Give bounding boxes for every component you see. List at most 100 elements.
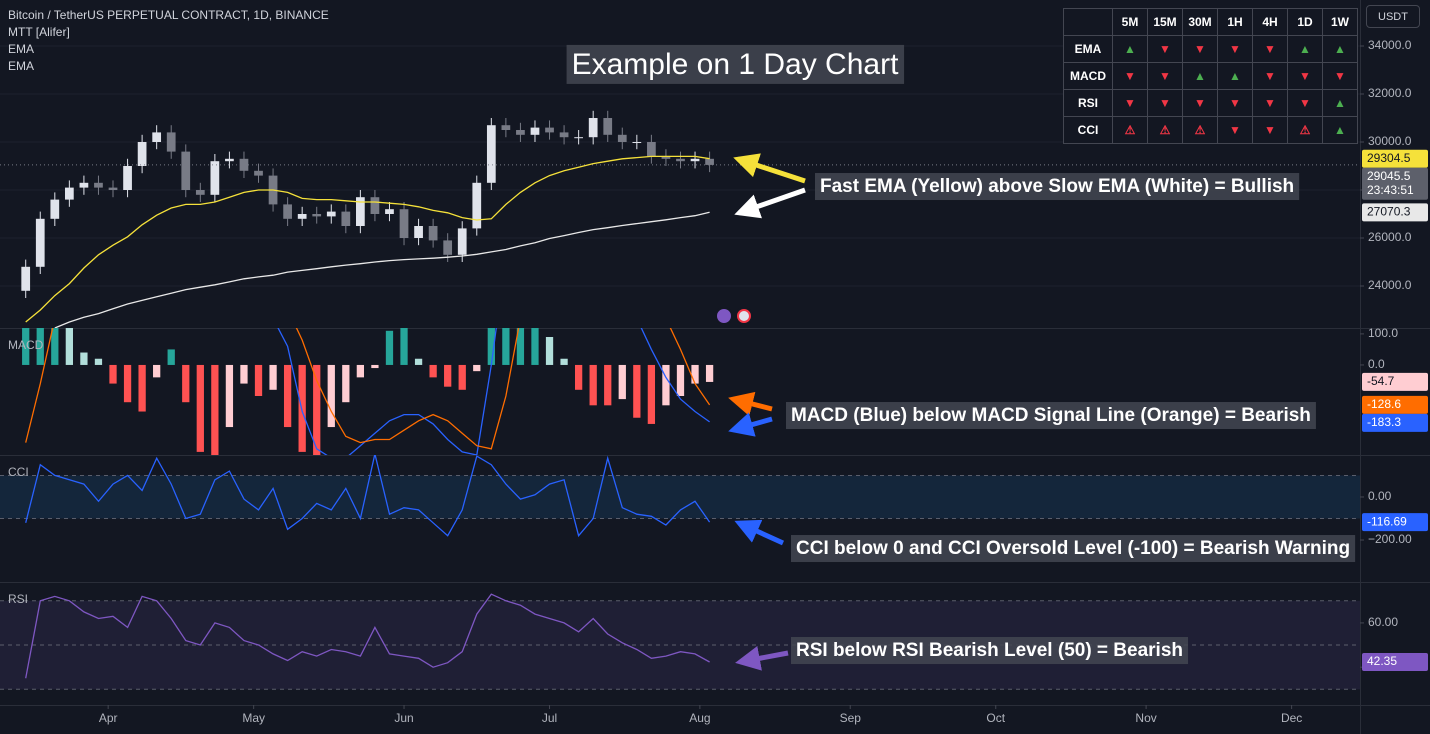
signal-cell: ▼ [1182, 89, 1218, 117]
signal-cell: ▲ [1112, 35, 1148, 63]
candle-body [457, 228, 467, 255]
x-tick-label: Oct [986, 711, 1005, 725]
price-badge [1362, 513, 1428, 532]
candle-body [225, 158, 234, 162]
panel [0, 45, 1360, 328]
y-tick-label: 24000.0 [1368, 278, 1412, 292]
candle-body [399, 209, 409, 239]
histogram-bar [691, 364, 699, 384]
candle-body [661, 156, 671, 159]
y-tick-label: 30000.0 [1368, 134, 1412, 148]
candle-body [414, 226, 423, 239]
x-tick-label: Dec [1281, 711, 1302, 725]
histogram-bar [80, 352, 88, 365]
price-badge [1362, 413, 1428, 432]
candle-body [79, 182, 89, 188]
histogram-bar [327, 364, 335, 428]
price-badge [1362, 203, 1428, 222]
price-badge-label: -54.7 [1367, 374, 1395, 388]
histogram-bar [153, 364, 161, 378]
candle-body [705, 158, 714, 165]
signal-table: 5M 15M 30M 1H 4H 1D 1W EMA ▲ ▼ ▼ ▼ ▼ ▲ ▲ MACD ▼ ▼ ▲ ▲ ▼ ▼ ▼ RSI… [1063, 8, 1358, 144]
annotation-box [791, 637, 1189, 665]
signal-cell: ▼ [1252, 116, 1288, 144]
histogram-bar [22, 328, 30, 365]
histogram-bar [400, 328, 408, 365]
series-line [54, 211, 710, 328]
histogram-bar [138, 364, 146, 412]
histogram-bar [589, 364, 597, 406]
candle-body [166, 132, 176, 152]
candle-body [181, 151, 191, 191]
symbol-title: Bitcoin / TetherUS PERPETUAL CONTRACT, 1… [8, 8, 329, 22]
candle-body [35, 218, 45, 267]
panel-title: CCI [8, 465, 29, 479]
signal-cell: ▼ [1252, 89, 1288, 117]
histogram-bar [473, 364, 481, 372]
x-tick-label: Aug [689, 711, 710, 725]
column-header: 15M [1147, 8, 1183, 36]
histogram-bar [502, 328, 510, 365]
candle-body [254, 170, 263, 176]
candle-body [530, 127, 540, 135]
signal-cell: ⚠ [1112, 116, 1148, 144]
histogram-bar [240, 364, 248, 384]
histogram-bar [633, 364, 641, 418]
price-badge [1362, 395, 1428, 414]
signal-cell: ▼ [1147, 89, 1183, 117]
signal-cell: ⚠ [1287, 116, 1323, 144]
signal-cell: ▲ [1217, 62, 1253, 90]
candle-body [94, 182, 103, 188]
histogram-bar [269, 364, 277, 390]
column-header: 1H [1217, 8, 1253, 36]
arrow [734, 519, 785, 546]
layers: 24000.026000.028000.030000.032000.034000… [0, 38, 1428, 725]
histogram-bar [444, 364, 452, 387]
candle-body [195, 190, 205, 195]
annotation-box [566, 44, 905, 84]
indicator-name: MTT [Alifer] [8, 25, 70, 39]
arrow [728, 412, 773, 437]
series-line [25, 155, 710, 323]
annotation: Example on 1 Day Chart [572, 48, 899, 81]
histogram-bar [545, 337, 554, 365]
panel-title: RSI [8, 592, 28, 606]
histogram-bar [356, 364, 365, 378]
candle-body [574, 137, 583, 139]
histogram-bar [676, 364, 685, 397]
candle-body [632, 142, 642, 144]
column-header: 30M [1182, 8, 1218, 36]
histogram-bar [574, 364, 583, 390]
histogram-bar [385, 330, 394, 365]
candle-body [588, 118, 598, 138]
legend-entry: EMA [8, 59, 34, 73]
event-icon[interactable] [715, 307, 733, 325]
price-badge [1362, 149, 1428, 168]
histogram-bar [196, 364, 204, 452]
table-row: CCI ⚠ ⚠ ⚠ ▼ ▼ ⚠ ▲ [1063, 116, 1358, 144]
annotation-box [791, 535, 1356, 563]
histogram-bar [429, 364, 437, 378]
panel-title: MACD [8, 338, 44, 352]
histogram-bar [225, 364, 234, 428]
histogram-bar [342, 364, 350, 403]
signal-cell: ▲ [1287, 35, 1323, 63]
row-label: EMA [1063, 35, 1113, 63]
y-tick-label: 100.0 [1368, 326, 1398, 340]
signal-cell: ▼ [1147, 35, 1183, 63]
histogram-bar [182, 364, 190, 403]
price-badge-label: 42.35 [1367, 654, 1397, 668]
histogram-bar [36, 328, 44, 365]
histogram-bar [647, 364, 656, 424]
currency-button[interactable]: USDT [1366, 5, 1420, 28]
histogram-bar [516, 328, 525, 365]
candle-body [501, 125, 511, 131]
signal-cell: ▼ [1112, 62, 1148, 90]
histogram-bar [705, 364, 714, 382]
series-line [25, 455, 711, 538]
histogram-bar [283, 364, 292, 428]
candle-body [152, 132, 162, 143]
